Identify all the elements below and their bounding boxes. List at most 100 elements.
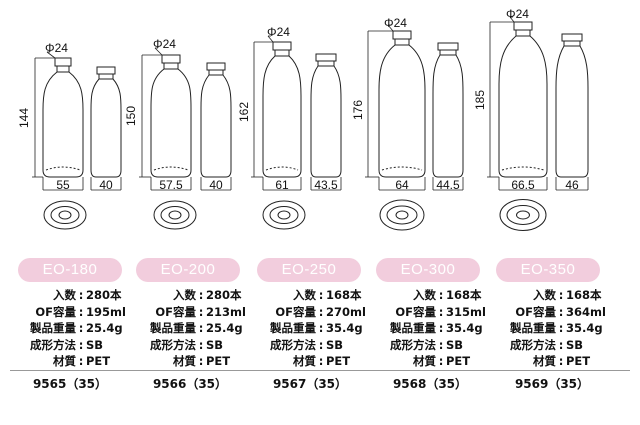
spec-key: 成形方法 (390, 337, 436, 352)
spec-key: 成形方法 (150, 337, 196, 352)
bottle-bottom-2 (262, 200, 306, 230)
spec-key: 材質 (413, 354, 436, 369)
bottle-drawing-4: Φ24 185 66.5 46 (473, 7, 589, 231)
bottle-side-0 (90, 66, 122, 178)
spec-row-molding: 成形方法: SB (372, 337, 492, 354)
spec-block-1: 入数:280本 OF容量:213ml 製品重量:25.4g 成形方法: SB 材質… (132, 287, 252, 370)
spec-key: 製品重量 (30, 321, 76, 336)
product-code: 9569（35） (514, 377, 590, 391)
dimension-lines-4 (487, 16, 589, 191)
spec-key: OF容量 (35, 304, 76, 319)
spec-value: 280本 (86, 288, 122, 302)
height-dimension: 176 (351, 100, 365, 120)
bottle-bottom-4 (499, 199, 547, 231)
spec-value: SB (86, 337, 104, 352)
spec-value: 35.4g (446, 321, 483, 336)
depth-dimension: 40 (99, 178, 113, 192)
spec-row-molding: 成形方法: SB (12, 337, 132, 354)
model-badge: EO-250 (257, 258, 361, 282)
spec-row-capacity: OF容量:270ml (252, 304, 372, 321)
spec-key: OF容量 (155, 304, 196, 319)
bottle-side-3 (432, 42, 464, 178)
spec-row-molding: 成形方法: SB (252, 337, 372, 354)
spec-key: 製品重量 (510, 321, 556, 336)
spec-row-quantity: 入数:168本 (372, 287, 492, 304)
spec-row-weight: 製品重量:25.4g (132, 320, 252, 337)
bottle-drawings: Φ24 144 55 40 (17, 7, 589, 231)
spec-value: SB (326, 337, 344, 352)
spec-value: SB (446, 337, 464, 352)
spec-value: PET (206, 354, 231, 369)
spec-key: OF容量 (515, 304, 556, 319)
bottle-front-3 (378, 30, 426, 178)
bottle-drawing-2: Φ24 162 61 43.5 (237, 25, 342, 230)
spec-row-material: 材質: PET (12, 353, 132, 370)
bottle-bottom-3 (379, 199, 425, 231)
spec-key: 入数 (173, 288, 196, 302)
spec-row-quantity: 入数:168本 (492, 287, 612, 304)
spec-value: 213ml (206, 304, 246, 319)
spec-row-weight: 製品重量:35.4g (372, 320, 492, 337)
bottle-drawing-1: Φ24 150 57.5 40 (124, 37, 232, 230)
spec-key: 成形方法 (270, 337, 316, 352)
dimension-lines-1 (139, 47, 232, 191)
spec-value: 270ml (326, 304, 366, 319)
bottle-drawing-0: Φ24 144 55 40 (17, 41, 122, 230)
cap-dimension: Φ24 (45, 41, 68, 55)
bottle-front-0 (42, 57, 84, 178)
spec-row-capacity: OF容量:364ml (492, 304, 612, 321)
spec-row-material: 材質: PET (372, 353, 492, 370)
spec-row-weight: 製品重量:35.4g (492, 320, 612, 337)
spec-row-quantity: 入数:168本 (252, 287, 372, 304)
spec-key: 材質 (173, 354, 196, 369)
cap-dimension: Φ24 (384, 16, 407, 30)
spec-value: PET (446, 354, 471, 369)
bottle-front-2 (262, 41, 302, 178)
spec-value: 195ml (86, 304, 126, 319)
depth-dimension: 43.5 (314, 178, 338, 192)
spec-row-material: 材質: PET (132, 353, 252, 370)
spec-key: 入数 (533, 288, 556, 302)
dimension-lines-0 (32, 51, 122, 191)
model-badge: EO-180 (18, 258, 122, 282)
spec-value: 25.4g (206, 321, 243, 336)
spec-key: 成形方法 (30, 337, 76, 352)
spec-value: SB (206, 337, 224, 352)
height-dimension: 144 (17, 108, 31, 128)
spec-row-capacity: OF容量:195ml (12, 304, 132, 321)
width-dimension: 55 (56, 178, 70, 192)
spec-key: 入数 (53, 288, 76, 302)
spec-key: OF容量 (395, 304, 436, 319)
spec-row-weight: 製品重量:25.4g (12, 320, 132, 337)
width-dimension: 57.5 (159, 178, 183, 192)
cap-dimension: Φ24 (506, 7, 529, 21)
bottle-side-2 (310, 53, 342, 178)
spec-key: OF容量 (275, 304, 316, 319)
spec-value: 25.4g (86, 321, 123, 336)
spec-value: 168本 (446, 288, 482, 302)
model-badge: EO-300 (376, 258, 480, 282)
spec-key: 入数 (293, 288, 316, 302)
dimension-lines-2 (251, 35, 342, 191)
spec-key: 製品重量 (150, 321, 196, 336)
cap-dimension: Φ24 (267, 25, 290, 39)
spec-key: 材質 (53, 354, 76, 369)
spec-key: 材質 (293, 354, 316, 369)
bottle-bottom-1 (153, 200, 197, 230)
width-dimension: 61 (275, 178, 289, 192)
spec-block-0: 入数:280本 OF容量:195ml 製品重量:25.4g 成形方法: SB 材質… (12, 287, 132, 370)
cap-dimension: Φ24 (153, 37, 176, 51)
height-dimension: 185 (473, 90, 487, 110)
spec-value: PET (566, 354, 591, 369)
model-badge: EO-200 (136, 258, 240, 282)
spec-row-weight: 製品重量:35.4g (252, 320, 372, 337)
spec-key: 成形方法 (510, 337, 556, 352)
spec-value: 35.4g (566, 321, 603, 336)
spec-value: 35.4g (326, 321, 363, 336)
depth-dimension: 46 (565, 178, 579, 192)
spec-key: 材質 (533, 354, 556, 369)
bottle-drawing-3: Φ24 176 64 44.5 (351, 16, 464, 231)
spec-value: 364ml (566, 304, 606, 319)
bottle-front-4 (498, 21, 548, 178)
spec-value: PET (326, 354, 351, 369)
